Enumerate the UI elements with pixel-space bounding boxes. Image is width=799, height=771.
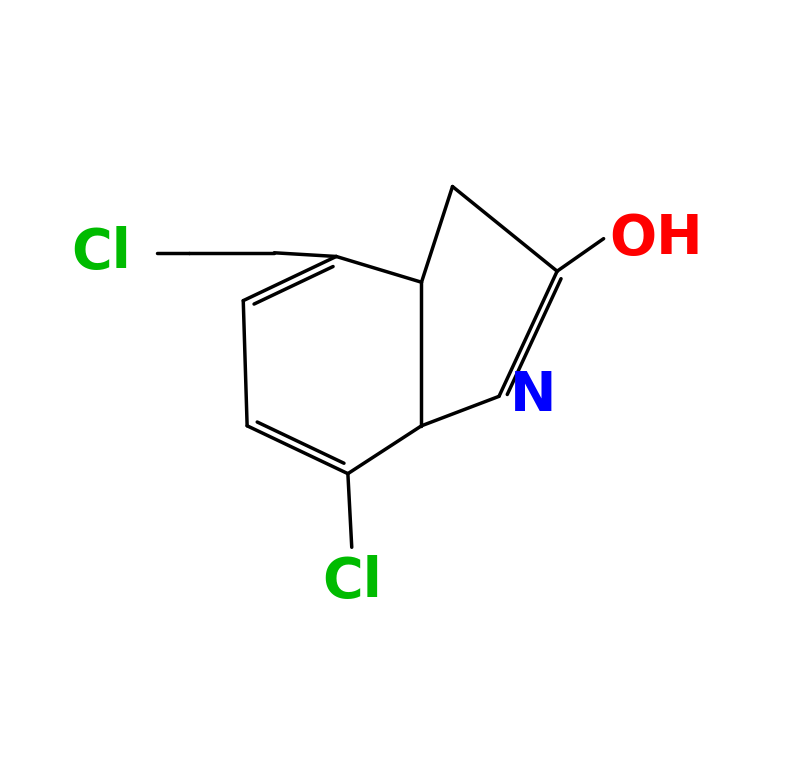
Text: Cl: Cl [322, 555, 382, 609]
Text: Cl: Cl [71, 226, 131, 280]
Text: N: N [511, 369, 557, 423]
Text: OH: OH [609, 212, 702, 266]
